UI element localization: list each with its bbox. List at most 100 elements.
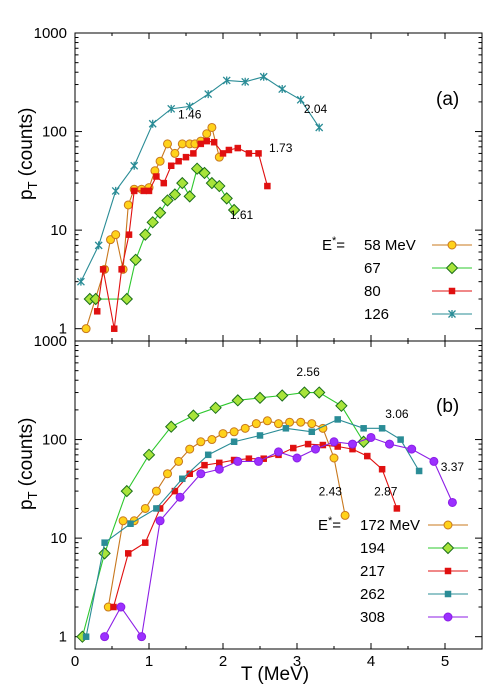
data-point bbox=[127, 520, 134, 527]
data-point bbox=[366, 432, 376, 442]
legend: E*= 172 MeV 194 217 262 308 bbox=[318, 515, 468, 626]
y-tick-label: 10 bbox=[50, 222, 67, 239]
data-point bbox=[137, 632, 147, 642]
data-point bbox=[304, 440, 312, 448]
data-point bbox=[177, 139, 187, 149]
panel-label: (a) bbox=[436, 89, 459, 110]
legend-label: 262 bbox=[360, 586, 385, 603]
data-point bbox=[385, 439, 394, 449]
data-point bbox=[130, 187, 138, 195]
data-point bbox=[202, 129, 212, 139]
data-point bbox=[340, 510, 350, 520]
data-point bbox=[145, 187, 153, 195]
data-point bbox=[213, 179, 226, 193]
data-point bbox=[251, 419, 261, 429]
data-point bbox=[155, 516, 165, 526]
y-tick-label: 1 bbox=[59, 321, 67, 338]
data-point bbox=[259, 72, 268, 81]
y-tick-label: 1000 bbox=[34, 25, 67, 42]
panel-label: (b) bbox=[436, 396, 459, 417]
data-point bbox=[312, 386, 326, 399]
data-point bbox=[116, 602, 126, 612]
data-point bbox=[201, 461, 208, 469]
data-point bbox=[175, 157, 182, 165]
data-point bbox=[153, 505, 160, 512]
legend-prefix: E*= bbox=[322, 235, 345, 254]
data-point bbox=[125, 231, 133, 238]
data-point bbox=[285, 417, 295, 427]
data-point bbox=[123, 200, 133, 210]
data-point bbox=[81, 324, 91, 334]
data-point bbox=[245, 150, 253, 157]
value-annotation: 1.61 bbox=[230, 208, 254, 222]
data-point bbox=[278, 85, 287, 94]
data-point bbox=[447, 497, 457, 507]
legend-marker bbox=[444, 567, 452, 575]
data-point bbox=[231, 394, 245, 407]
data-point bbox=[329, 453, 339, 463]
legend-label: 58 MeV bbox=[364, 237, 416, 254]
data-point bbox=[262, 416, 272, 426]
data-point bbox=[255, 150, 262, 157]
data-point bbox=[161, 194, 174, 207]
data-point bbox=[256, 432, 264, 439]
x-tick-label: 4 bbox=[367, 653, 375, 670]
data-point bbox=[241, 77, 250, 86]
data-point bbox=[397, 436, 404, 443]
series-3 bbox=[93, 137, 271, 332]
data-point bbox=[204, 90, 213, 99]
data-point bbox=[100, 632, 110, 642]
legend-marker bbox=[445, 261, 459, 275]
data-point bbox=[111, 230, 121, 240]
data-point bbox=[94, 241, 103, 250]
data-point bbox=[245, 455, 253, 462]
data-point bbox=[225, 146, 233, 154]
data-point bbox=[222, 76, 231, 85]
x-tick-label: 5 bbox=[441, 653, 449, 670]
data-point bbox=[275, 389, 289, 402]
series-2 bbox=[76, 386, 370, 643]
data-point bbox=[393, 505, 401, 512]
legend-label: 80 bbox=[364, 283, 381, 300]
value-annotation: 3.06 bbox=[385, 407, 409, 421]
data-point bbox=[407, 444, 417, 454]
data-point bbox=[207, 122, 217, 132]
data-point bbox=[298, 386, 311, 399]
data-point bbox=[160, 179, 168, 187]
data-point bbox=[264, 182, 271, 190]
data-point bbox=[227, 203, 241, 217]
series-3 bbox=[110, 440, 401, 611]
series-4 bbox=[76, 72, 324, 286]
data-point bbox=[360, 425, 367, 432]
data-point bbox=[176, 176, 189, 190]
annotation-layer: 2.56 3.06 2.43 2.87 3.37 bbox=[296, 365, 464, 498]
value-annotation: 2.56 bbox=[296, 365, 320, 379]
data-point bbox=[197, 140, 205, 148]
legend-label: 67 bbox=[364, 260, 381, 277]
y-axis-title-a: pT (counts) bbox=[16, 108, 40, 200]
data-point bbox=[429, 456, 439, 466]
series-line bbox=[112, 443, 398, 608]
legend-label: 217 bbox=[360, 563, 385, 580]
x-tick-label: 0 bbox=[71, 653, 79, 670]
y-tick-label: 100 bbox=[42, 432, 67, 449]
legend-label: 172 MeV bbox=[360, 517, 420, 534]
plot-frame bbox=[74, 340, 483, 650]
data-point bbox=[282, 425, 290, 432]
data-point bbox=[196, 437, 206, 447]
series-line bbox=[80, 76, 320, 282]
data-point bbox=[220, 192, 233, 205]
series-line bbox=[107, 420, 346, 608]
data-point bbox=[348, 439, 357, 449]
x-tick-label: 2 bbox=[219, 653, 227, 670]
data-point bbox=[204, 451, 212, 459]
data-point bbox=[254, 456, 264, 466]
data-point bbox=[99, 266, 107, 273]
x-axis-title: T (MeV) bbox=[241, 664, 309, 685]
data-point bbox=[274, 447, 283, 457]
data-point bbox=[229, 427, 239, 437]
legend-marker bbox=[441, 541, 455, 555]
data-point bbox=[234, 144, 242, 152]
data-point bbox=[146, 216, 159, 229]
data-point bbox=[142, 448, 156, 462]
